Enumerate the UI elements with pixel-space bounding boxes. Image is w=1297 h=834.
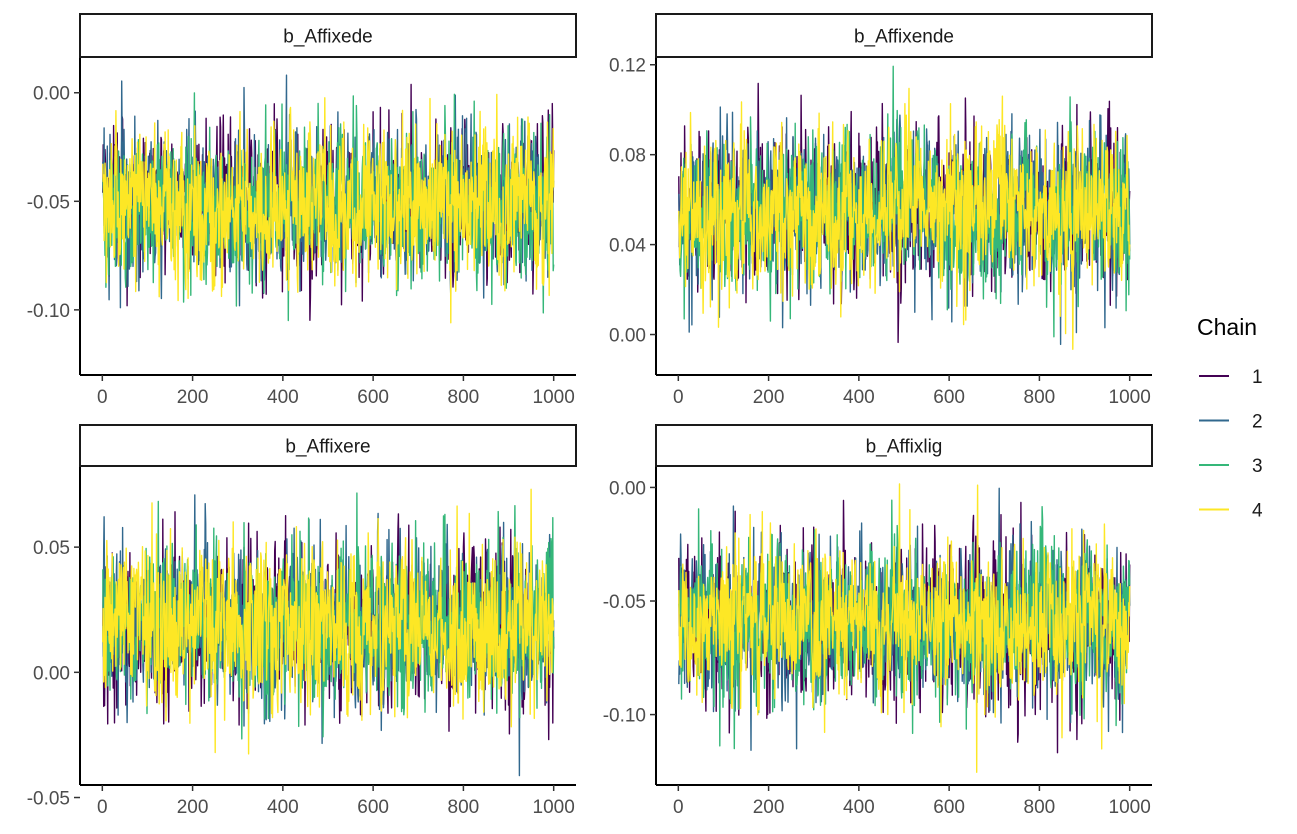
x-tick-label: 0 [673,387,684,408]
legend-label: 1 [1252,367,1263,388]
y-tick-label: 0.05 [33,538,70,559]
legend-label: 3 [1252,456,1263,477]
trace-lines [102,74,555,324]
trace-lines [678,483,1131,773]
legend-item-4: 4 [1199,501,1263,522]
x-tick-label: 200 [177,387,209,408]
x-tick-label: 600 [357,797,389,818]
legend-item-2: 2 [1199,412,1263,433]
x-tick-label: 200 [177,797,209,818]
x-tick-label: 0 [97,797,108,818]
x-tick-label: 1000 [1109,797,1151,818]
y-tick-label: 0.08 [609,146,646,167]
facet-strip [79,424,577,467]
facet-strip [655,424,1153,467]
trace-chain-4 [102,488,555,755]
facet-title: b_Affixende [854,27,954,48]
x-tick-label: 400 [843,797,875,818]
trace-chain-4 [102,93,555,324]
y-tick-label: -0.10 [603,706,646,727]
x-tick-label: 0 [673,797,684,818]
x-tick-label: 200 [753,797,785,818]
x-tick-label: 200 [753,387,785,408]
x-tick-label: 600 [933,387,965,408]
facet-panel-2: b_Affixende 0.12 0.08 0.04 0.00 0 200 400 600 800… [609,13,1153,408]
x-tick-label: 800 [1024,387,1056,408]
x-tick-label: 1000 [533,387,575,408]
legend: Chain 1 2 3 4 [1197,314,1263,522]
facet-title: b_Affixere [285,437,370,458]
legend-item-3: 3 [1199,456,1263,477]
facet-panel-3: b_Affixere 0.05 0.00 -0.05 0 200 400 600 800 1000 [27,424,577,818]
legend-title: Chain [1197,314,1257,340]
x-tick-label: 600 [933,797,965,818]
y-tick-label: 0.00 [609,326,646,347]
x-tick-label: 400 [267,387,299,408]
y-tick-label: 0.12 [609,56,646,77]
y-tick-label: -0.05 [27,789,70,810]
facet-title: b_Affixede [283,27,372,48]
trace-lines [102,488,555,777]
x-tick-label: 800 [1024,797,1056,818]
y-tick-label: 0.04 [609,236,646,257]
trace-chain-4 [678,483,1131,773]
x-tick-label: 400 [843,387,875,408]
facet-strip [79,13,577,58]
y-tick-label: -0.05 [603,592,646,613]
y-tick-label: 0.00 [33,84,70,105]
y-tick-label: -0.10 [27,301,70,322]
trace-chain-3 [678,499,1131,750]
x-tick-label: 800 [448,797,480,818]
legend-item-1: 1 [1199,367,1263,388]
trace-chain-4 [678,87,1131,350]
trace-lines [678,65,1131,350]
legend-label: 2 [1252,412,1263,433]
x-tick-label: 1000 [1109,387,1151,408]
x-tick-label: 1000 [533,797,575,818]
facet-panel-1: b_Affixede 0.00 -0.05 -0.10 0 200 400 600 800 100… [27,13,577,408]
facet-title: b_Affixlig [866,437,943,458]
legend-label: 4 [1252,501,1263,522]
facet-panel-4: b_Affixlig 0.00 -0.05 -0.10 0 200 400 600 800 100… [603,424,1153,818]
y-tick-label: -0.05 [27,192,70,213]
x-tick-label: 400 [267,797,299,818]
y-tick-label: 0.00 [33,663,70,684]
x-tick-label: 800 [448,387,480,408]
x-tick-label: 0 [97,387,108,408]
x-tick-label: 600 [357,387,389,408]
y-tick-label: 0.00 [609,478,646,499]
facet-strip [655,13,1153,58]
